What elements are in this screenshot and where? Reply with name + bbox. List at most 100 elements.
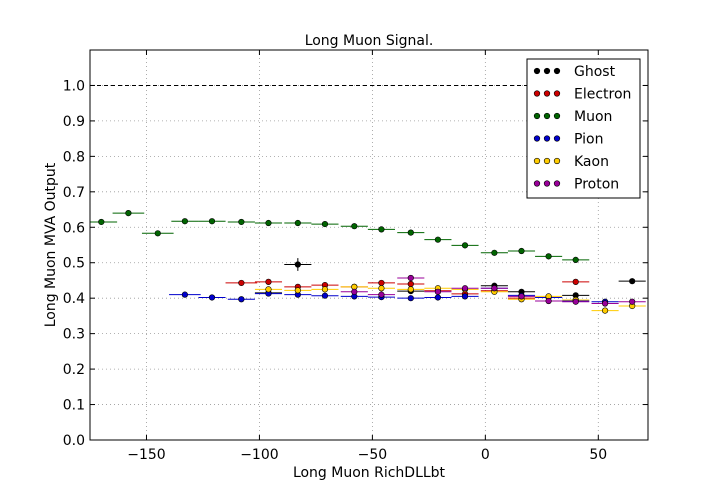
series-kaon-point bbox=[294, 287, 301, 294]
series-proton-point bbox=[351, 288, 358, 295]
legend-marker-muon bbox=[533, 112, 541, 120]
legend-marker-proton bbox=[553, 180, 561, 187]
x-tick-label: 50 bbox=[589, 447, 607, 463]
legend-label-electron: Electron bbox=[574, 87, 631, 103]
x-tick-label: −150 bbox=[127, 447, 165, 463]
legend-marker-ghost bbox=[553, 67, 561, 75]
series-pion-point bbox=[461, 293, 469, 300]
legend-marker-pion bbox=[533, 135, 541, 142]
x-tick-label: −50 bbox=[358, 447, 388, 463]
legend-marker-proton bbox=[533, 180, 541, 187]
series-kaon-point bbox=[265, 286, 272, 293]
series-kaon-point bbox=[321, 286, 329, 293]
series-kaon-point bbox=[601, 307, 609, 314]
y-tick-label: 0.5 bbox=[63, 256, 85, 272]
y-axis-label: Long Muon MVA Output bbox=[43, 162, 59, 327]
legend-marker-muon bbox=[553, 112, 561, 120]
legend-label-pion: Pion bbox=[574, 132, 603, 148]
series-muon-point bbox=[208, 218, 216, 225]
x-tick-label: 0 bbox=[481, 447, 490, 463]
series-muon-point bbox=[98, 218, 105, 226]
series-muon-point bbox=[572, 256, 579, 263]
series-proton-point bbox=[572, 298, 579, 305]
series-ghost-point bbox=[294, 261, 301, 268]
series-muon-point bbox=[154, 230, 161, 237]
y-tick-label: 0.6 bbox=[63, 220, 85, 236]
legend-marker-kaon bbox=[543, 157, 551, 165]
series-muon-point bbox=[181, 218, 188, 225]
legend-marker-kaon bbox=[553, 157, 561, 165]
series-muon-point bbox=[125, 209, 132, 217]
y-tick-label: 0.8 bbox=[63, 149, 85, 165]
series-proton-point bbox=[491, 285, 498, 292]
series-proton-point bbox=[434, 288, 442, 295]
y-tick-label: 0.0 bbox=[63, 433, 85, 449]
series-proton-point bbox=[407, 274, 414, 282]
legend-marker-ghost bbox=[543, 67, 551, 75]
legend-marker-ghost bbox=[533, 67, 541, 75]
series-pion-point bbox=[181, 291, 188, 298]
y-tick-label: 0.2 bbox=[63, 362, 85, 378]
legend-label-ghost: Ghost bbox=[574, 64, 616, 80]
legend-label-kaon: Kaon bbox=[574, 154, 609, 170]
legend-marker-pion bbox=[543, 135, 551, 142]
x-axis-label: Long Muon RichDLLbt bbox=[293, 465, 446, 481]
series-muon bbox=[90, 209, 590, 263]
legend-marker-pion bbox=[553, 135, 561, 142]
legend-marker-muon bbox=[543, 112, 551, 120]
y-tick-label: 0.4 bbox=[63, 291, 85, 307]
series-proton-point bbox=[545, 297, 552, 305]
plot-frame bbox=[89, 49, 649, 441]
series-pion-point bbox=[238, 296, 245, 303]
series-muon-point bbox=[294, 219, 301, 227]
series-proton-point bbox=[461, 285, 469, 292]
series-muon-point bbox=[351, 223, 358, 230]
series-muon-point bbox=[238, 218, 245, 226]
y-tick-label: 0.9 bbox=[63, 114, 85, 130]
series-muon-point bbox=[434, 236, 442, 243]
legend-box bbox=[526, 58, 641, 199]
series-muon-point bbox=[491, 249, 498, 256]
series-pion-point bbox=[434, 294, 442, 301]
legend-marker-electron bbox=[543, 90, 551, 97]
series-electron-point bbox=[238, 279, 245, 287]
series-ghost-point bbox=[629, 278, 636, 285]
series-muon-point bbox=[321, 220, 329, 228]
legend-marker-proton bbox=[543, 180, 551, 187]
y-tick-label: 0.7 bbox=[63, 185, 85, 201]
y-tick-label: 0.3 bbox=[63, 327, 85, 343]
series-electron-point bbox=[407, 280, 414, 288]
plot-data bbox=[90, 209, 646, 314]
series-proton-point bbox=[601, 300, 609, 307]
series-proton-point bbox=[629, 298, 636, 305]
legend-label-muon: Muon bbox=[574, 109, 612, 125]
series-kaon-point bbox=[378, 285, 385, 292]
legend: Ghost Electron Muon Pion Kaon Proton bbox=[526, 58, 641, 199]
series-muon-point bbox=[378, 226, 385, 233]
series-electron-point bbox=[572, 278, 579, 285]
series-proton-point bbox=[518, 293, 525, 300]
series-electron-point bbox=[265, 278, 272, 285]
series-pion-point bbox=[321, 292, 329, 299]
legend-label-proton: Proton bbox=[574, 177, 619, 193]
series-muon-point bbox=[265, 219, 272, 227]
legend-marker-kaon bbox=[533, 157, 541, 165]
series-proton-point bbox=[378, 291, 385, 298]
x-tick-label: −100 bbox=[240, 447, 278, 463]
series-muon-point bbox=[407, 229, 414, 236]
series-muon-point bbox=[545, 253, 552, 260]
series-muon-point bbox=[461, 242, 469, 249]
y-tick-label: 0.1 bbox=[63, 398, 85, 414]
series-electron-point bbox=[378, 279, 385, 287]
series-muon-point bbox=[518, 247, 525, 255]
legend-marker-electron bbox=[553, 90, 561, 97]
chart-title: Long Muon Signal. bbox=[305, 33, 434, 49]
axis-ticks: −150 −100 −50 0 50 0.0 0.1 0.2 0.3 0.4 0.5 0.6 0.7 0.… bbox=[63, 50, 648, 463]
series-pion-point bbox=[407, 295, 414, 302]
series-kaon-point bbox=[407, 286, 414, 293]
legend-marker-electron bbox=[533, 90, 541, 97]
series-proton bbox=[340, 274, 646, 307]
y-tick-label: 1.0 bbox=[63, 78, 85, 94]
series-pion-point bbox=[208, 294, 216, 301]
